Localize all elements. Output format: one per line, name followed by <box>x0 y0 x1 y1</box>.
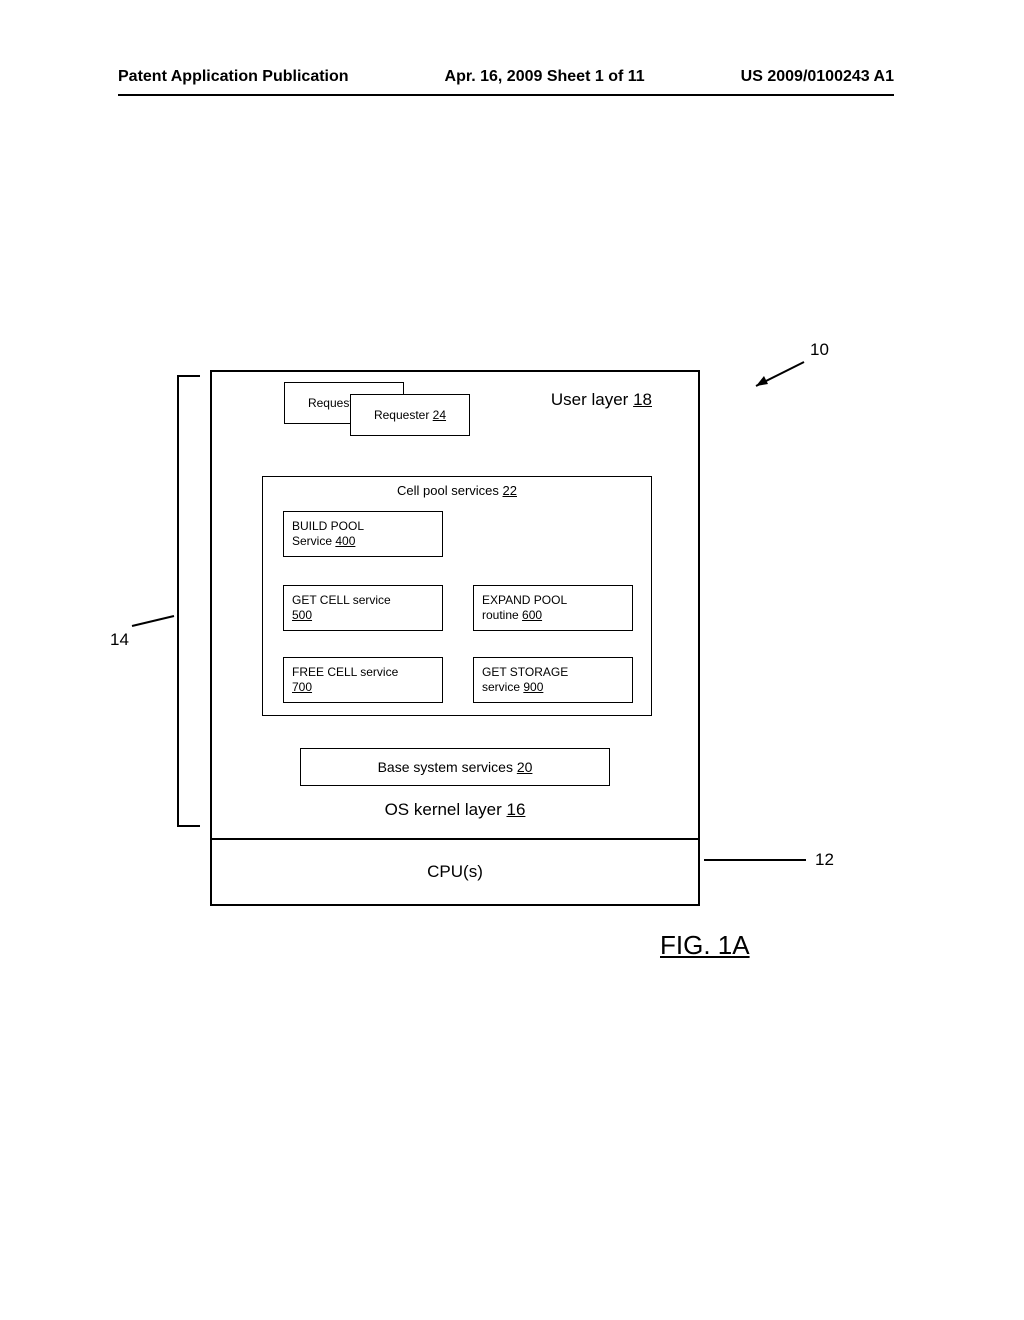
bracket-14 <box>176 374 202 828</box>
header-right: US 2009/0100243 A1 <box>741 68 894 86</box>
cellpool-title: Cell pool services 22 <box>263 483 651 498</box>
cellpool-title-text: Cell pool services <box>397 483 499 498</box>
get-storage-service: GET STORAGE service 900 <box>473 657 633 703</box>
cellpool-title-ref: 22 <box>503 483 517 498</box>
storage-l2b: 900 <box>523 680 543 694</box>
build-pool-service: BUILD POOL Service 400 <box>283 511 443 557</box>
patent-page: Patent Application Publication Apr. 16, … <box>0 0 1024 1320</box>
leader-12 <box>704 859 806 861</box>
user-layer: User layer 18 Requester 24 Requester 24 <box>212 372 698 460</box>
build-l2: Service 400 <box>292 534 434 549</box>
requester-2-text: Requester 24 <box>374 408 446 422</box>
free-cell-service: FREE CELL service 700 <box>283 657 443 703</box>
leader-14 <box>130 614 176 628</box>
base-text-wrap: Base system services 20 <box>378 759 533 775</box>
base-system-services: Base system services 20 <box>300 748 610 786</box>
figure-label: FIG. 1A <box>660 930 750 961</box>
free-l2: 700 <box>292 680 434 695</box>
req2-text: Requester <box>374 408 429 422</box>
arrow-to-10 <box>748 360 806 390</box>
base-ref: 20 <box>517 759 533 775</box>
os-kernel-layer: Cell pool services 22 BUILD POOL Service… <box>212 460 698 838</box>
storage-l2a: service <box>482 680 523 694</box>
header-mid: Apr. 16, 2009 Sheet 1 of 11 <box>445 68 645 86</box>
ref-num-14: 14 <box>110 630 129 650</box>
os-kernel-label: OS kernel layer 16 <box>212 800 698 820</box>
build-l2b: 400 <box>335 534 355 548</box>
free-l1: FREE CELL service <box>292 665 434 680</box>
os-ref: 16 <box>506 800 525 819</box>
user-layer-label: User layer 18 <box>551 390 652 410</box>
expand-l2: routine 600 <box>482 608 624 623</box>
cpu-block: CPU(s) <box>210 840 700 906</box>
page-header: Patent Application Publication Apr. 16, … <box>118 68 894 86</box>
ref-num-12: 12 <box>815 850 834 870</box>
get-l1: GET CELL service <box>292 593 434 608</box>
user-layer-ref: 18 <box>633 390 652 409</box>
ref-num-10: 10 <box>810 340 829 360</box>
header-rule <box>118 94 894 96</box>
get-l2: 500 <box>292 608 434 623</box>
user-layer-text: User layer <box>551 390 628 409</box>
os-text: OS kernel layer <box>385 800 502 819</box>
build-l1: BUILD POOL <box>292 519 434 534</box>
expand-l2a: routine <box>482 608 522 622</box>
storage-l1: GET STORAGE <box>482 665 624 680</box>
cell-pool-services-box: Cell pool services 22 BUILD POOL Service… <box>262 476 652 716</box>
storage-l2: service 900 <box>482 680 624 695</box>
header-left: Patent Application Publication <box>118 68 349 86</box>
req2-ref: 24 <box>433 408 446 422</box>
system-diagram: User layer 18 Requester 24 Requester 24 … <box>210 370 700 906</box>
requester-box-2: Requester 24 <box>350 394 470 436</box>
expand-l1: EXPAND POOL <box>482 593 624 608</box>
software-layers: User layer 18 Requester 24 Requester 24 … <box>210 370 700 840</box>
base-text: Base system services <box>378 759 513 775</box>
build-l2a: Service <box>292 534 335 548</box>
get-cell-service: GET CELL service 500 <box>283 585 443 631</box>
expand-l2b: 600 <box>522 608 542 622</box>
expand-pool-routine: EXPAND POOL routine 600 <box>473 585 633 631</box>
